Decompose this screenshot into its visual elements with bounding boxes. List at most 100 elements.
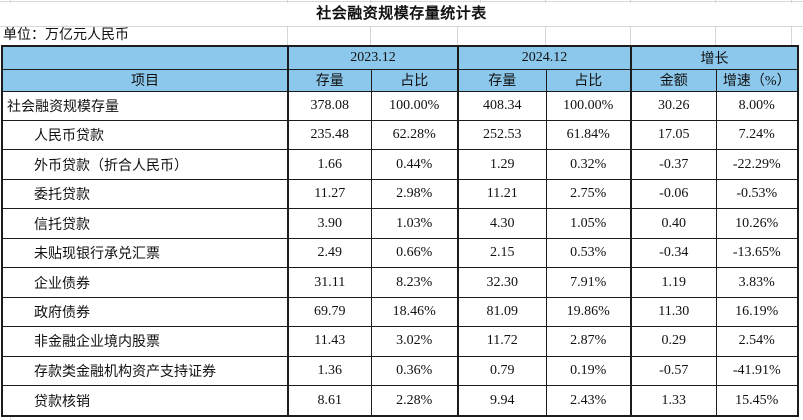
cell-2023-stock[interactable]: 235.48 [287,119,372,151]
cell-growth-rate[interactable]: 10.26% [715,208,799,239]
cell-2024-share[interactable]: 0.19% [545,355,632,387]
gridline [791,27,792,45]
cell-growth-amount[interactable]: 30.26 [630,90,717,121]
cell-2023-share[interactable]: 3.02% [370,326,459,357]
cell-2024-share[interactable]: 19.86% [545,296,632,328]
cell-2023-share[interactable]: 0.36% [370,355,459,387]
table-row: 社会融资规模存量 378.08 100.00% 408.34 100.00% 3… [1,90,799,121]
cell-2024-stock[interactable]: 9.94 [457,385,547,417]
cell-2024-stock[interactable]: 252.53 [457,119,547,151]
cell-growth-rate[interactable]: -0.53% [715,178,799,210]
row-item-cell[interactable]: 人民币贷款 [1,119,289,151]
cell-2023-stock[interactable]: 11.27 [287,178,372,210]
cell-2024-stock[interactable]: 11.21 [457,178,547,210]
row-item-cell[interactable]: 非金融企业境内股票 [1,326,289,357]
group-header-growth[interactable]: 增长 [630,45,799,70]
cell-growth-rate[interactable]: 7.24% [715,119,799,151]
cell-growth-amount[interactable]: 1.33 [630,385,717,417]
row-item-cell[interactable]: 贷款核销 [1,385,289,417]
cell-2023-stock[interactable]: 3.90 [287,208,372,239]
header-2023-share[interactable]: 占比 [370,68,459,92]
cell-2024-share[interactable]: 100.00% [545,90,632,121]
cell-growth-rate[interactable]: 3.83% [715,267,799,298]
cell-2023-stock[interactable]: 69.79 [287,296,372,328]
gridline [715,27,716,45]
cell-2023-share[interactable]: 18.46% [370,296,459,328]
header-item[interactable]: 项目 [1,68,289,92]
cell-2024-stock[interactable]: 1.29 [457,149,547,180]
cell-2023-stock[interactable]: 11.43 [287,326,372,357]
cell-growth-amount[interactable]: 0.29 [630,326,717,357]
cell-2023-stock[interactable]: 8.61 [287,385,372,417]
cell-growth-rate[interactable]: -13.65% [715,237,799,269]
group-header-2024-12[interactable]: 2024.12 [457,45,632,70]
cell-2023-share[interactable]: 62.28% [370,119,459,151]
cell-growth-rate[interactable]: 16.19% [715,296,799,328]
cell-growth-rate[interactable]: 8.00% [715,90,799,121]
header-2024-share[interactable]: 占比 [545,68,632,92]
cell-2024-share[interactable]: 2.87% [545,326,632,357]
cell-2024-stock[interactable]: 408.34 [457,90,547,121]
row-item-cell[interactable]: 委托贷款 [1,178,289,210]
cell-2023-stock[interactable]: 31.11 [287,267,372,298]
cell-growth-rate[interactable]: -22.29% [715,149,799,180]
cell-2024-share[interactable]: 0.32% [545,149,632,180]
cell-2023-share[interactable]: 8.23% [370,267,459,298]
cell-growth-amount[interactable]: 1.19 [630,267,717,298]
cell-2023-stock[interactable]: 378.08 [287,90,372,121]
row-item-cell[interactable]: 企业债券 [1,267,289,298]
cell-growth-amount[interactable]: 11.30 [630,296,717,328]
row-item-cell[interactable]: 信托贷款 [1,208,289,239]
cell-2023-share[interactable]: 2.98% [370,178,459,210]
corner-cell[interactable] [1,45,289,70]
cell-growth-amount[interactable]: 0.40 [630,208,717,239]
cell-2024-stock[interactable]: 2.15 [457,237,547,269]
row-item-cell[interactable]: 存款类金融机构资产支持证券 [1,355,289,387]
column-header-row: 项目 存量 占比 存量 占比 金额 增速（%） [1,68,799,92]
cell-2023-share[interactable]: 100.00% [370,90,459,121]
cell-2023-share[interactable]: 0.66% [370,237,459,269]
row-item-cell[interactable]: 社会融资规模存量 [1,90,289,121]
row-item-cell[interactable]: 未贴现银行承兑汇票 [1,237,289,269]
cell-2024-share[interactable]: 61.84% [545,119,632,151]
cell-2023-stock[interactable]: 2.49 [287,237,372,269]
cell-growth-amount[interactable]: -0.57 [630,355,717,387]
gridline [457,27,458,45]
table-row: 贷款核销 8.61 2.28% 9.94 2.43% 1.33 15.45% [1,385,799,417]
cell-growth-rate[interactable]: 2.54% [715,326,799,357]
cell-2024-share[interactable]: 2.43% [545,385,632,417]
cell-2024-stock[interactable]: 32.30 [457,267,547,298]
cell-2024-share[interactable]: 1.05% [545,208,632,239]
cell-2024-share[interactable]: 2.75% [545,178,632,210]
table-row: 未贴现银行承兑汇票 2.49 0.66% 2.15 0.53% -0.34 -1… [1,237,799,269]
header-growth-rate[interactable]: 增速（%） [715,68,799,92]
row-item-cell[interactable]: 政府债券 [1,296,289,328]
cell-2023-share[interactable]: 1.03% [370,208,459,239]
cell-growth-rate[interactable]: 15.45% [715,385,799,417]
cell-growth-rate[interactable]: -41.91% [715,355,799,387]
table-row: 政府债券 69.79 18.46% 81.09 19.86% 11.30 16.… [1,296,799,328]
cell-growth-amount[interactable]: -0.06 [630,178,717,210]
header-2024-stock[interactable]: 存量 [457,68,547,92]
header-2023-stock[interactable]: 存量 [287,68,372,92]
cell-2024-stock[interactable]: 81.09 [457,296,547,328]
cell-2023-stock[interactable]: 1.66 [287,149,372,180]
header-growth-amount[interactable]: 金额 [630,68,717,92]
cell-growth-amount[interactable]: -0.37 [630,149,717,180]
cell-2023-stock[interactable]: 1.36 [287,355,372,387]
unit-note[interactable]: 单位：万亿元人民币 [3,28,129,43]
cell-2024-stock[interactable]: 4.30 [457,208,547,239]
cell-2023-share[interactable]: 2.28% [370,385,459,417]
cell-2024-stock[interactable]: 11.72 [457,326,547,357]
group-header-2023-12[interactable]: 2023.12 [287,45,459,70]
page-title[interactable]: 社会融资规模存量统计表 [316,6,487,22]
cell-2024-share[interactable]: 0.53% [545,237,632,269]
cell-2024-stock[interactable]: 0.79 [457,355,547,387]
table-row: 外币贷款（折合人民币） 1.66 0.44% 1.29 0.32% -0.37 … [1,149,799,180]
cell-2024-share[interactable]: 7.91% [545,267,632,298]
table-row: 企业债券 31.11 8.23% 32.30 7.91% 1.19 3.83% [1,267,799,298]
cell-2023-share[interactable]: 0.44% [370,149,459,180]
cell-growth-amount[interactable]: 17.05 [630,119,717,151]
row-item-cell[interactable]: 外币贷款（折合人民币） [1,149,289,180]
cell-growth-amount[interactable]: -0.34 [630,237,717,269]
